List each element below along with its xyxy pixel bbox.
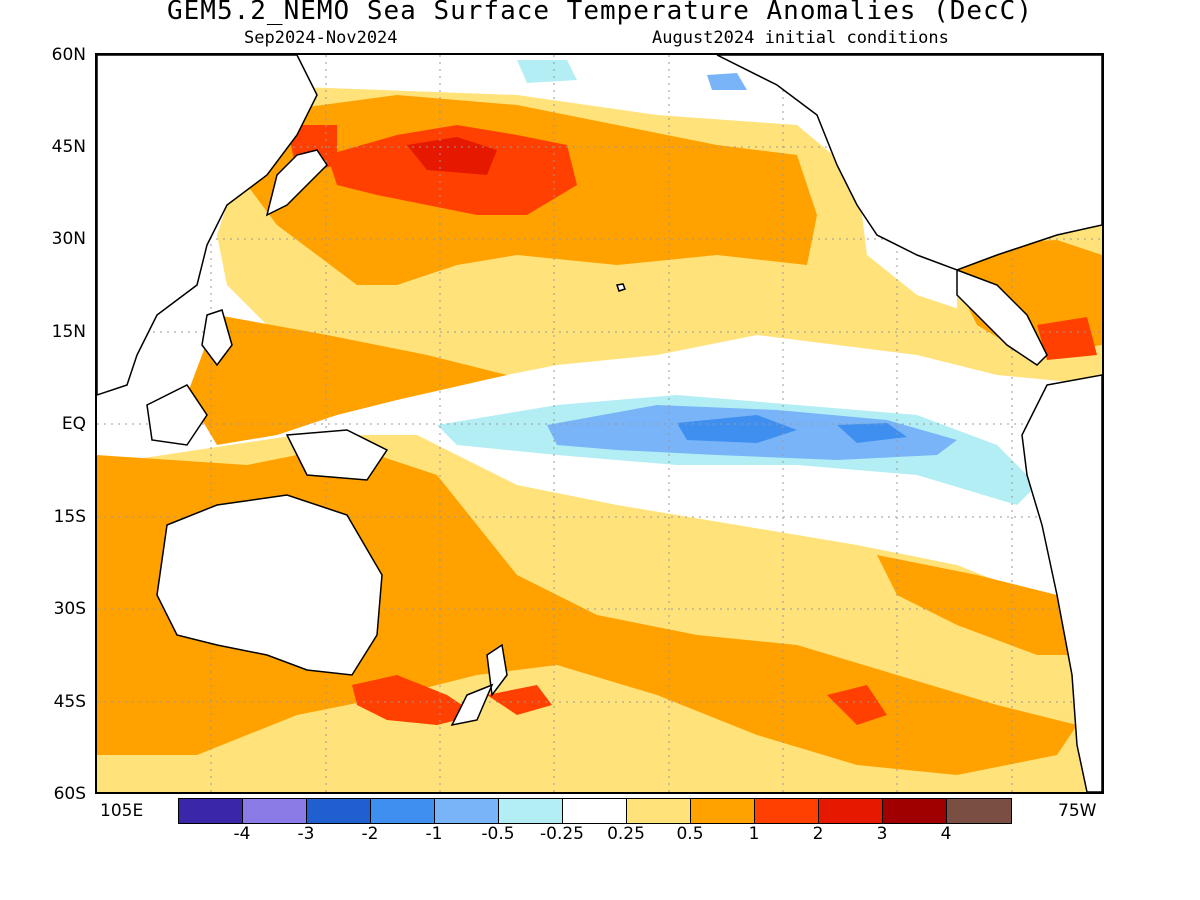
legend-swatch — [819, 799, 883, 823]
australia — [156, 494, 383, 676]
philippines — [201, 309, 233, 367]
red-nz-east — [487, 685, 552, 715]
legend-swatch — [179, 799, 243, 823]
lat-label-15n: 15N — [51, 322, 86, 342]
cool-northeast-patch — [707, 73, 747, 90]
legend-tick-label: -3 — [297, 824, 315, 844]
legend-tick-label: -1 — [425, 824, 443, 844]
lon-label-east: 75W — [1058, 801, 1097, 821]
orange-southeast — [877, 555, 1087, 655]
forecast-period: Sep2024-Nov2024 — [244, 28, 398, 48]
lat-label-15s: 15S — [53, 507, 86, 527]
borneo — [146, 384, 208, 446]
sst-anomaly-map — [95, 53, 1104, 794]
map-title: GEM5.2_NEMO Sea Surface Temperature Anom… — [167, 0, 1033, 26]
legend-swatch — [755, 799, 819, 823]
legend-tick-label: -0.25 — [540, 824, 584, 844]
legend-tick-label: -0.5 — [481, 824, 515, 844]
land-masses — [97, 55, 1102, 792]
japan — [265, 149, 328, 217]
legend-swatch — [627, 799, 691, 823]
color-legend — [178, 798, 1012, 824]
new-guinea — [285, 429, 389, 481]
legend-tick-label: 0.5 — [676, 824, 704, 844]
lat-label-30n: 30N — [51, 229, 86, 249]
darkred-north-pacific — [407, 137, 497, 175]
orange-west-pacific — [187, 315, 507, 445]
south-america — [1021, 374, 1102, 792]
legend-swatch — [243, 799, 307, 823]
legend-swatch — [435, 799, 499, 823]
asia-coast — [97, 55, 318, 396]
red-tasman — [352, 675, 477, 725]
new-zealand-north — [486, 643, 508, 697]
legend-swatch — [307, 799, 371, 823]
map-canvas — [97, 55, 1102, 792]
lat-label-45n: 45N — [51, 137, 86, 157]
legend-swatch — [883, 799, 947, 823]
north-america — [716, 55, 1102, 271]
lat-label-eq: EQ — [61, 414, 86, 434]
legend-swatch — [691, 799, 755, 823]
legend-tick-label: 0.25 — [607, 824, 645, 844]
hawaii — [616, 283, 626, 292]
legend-tick-label: 4 — [940, 824, 952, 844]
legend-swatch — [499, 799, 563, 823]
central-america — [956, 268, 1048, 366]
legend-tick-label: 2 — [812, 824, 824, 844]
anomaly-fields — [97, 55, 1102, 792]
legend-tick-label: 3 — [876, 824, 888, 844]
legend-tick-label: -2 — [361, 824, 379, 844]
red-caribbean — [1037, 317, 1097, 360]
legend-swatch — [563, 799, 627, 823]
legend-tick-label: -4 — [233, 824, 251, 844]
new-zealand-south — [450, 683, 494, 727]
cool-equatorial-core — [677, 415, 797, 443]
lon-label-west: 105E — [100, 801, 144, 821]
lat-label-45s: 45S — [53, 692, 86, 712]
cool-north-patch — [517, 60, 577, 83]
lat-label-60n: 60N — [51, 45, 86, 65]
legend-tick-label: 1 — [748, 824, 760, 844]
initial-conditions: August2024 initial conditions — [652, 28, 949, 48]
cool-equatorial-core-east — [837, 423, 907, 443]
legend-swatch — [371, 799, 435, 823]
legend-swatch — [947, 799, 1011, 823]
red-south-central — [827, 685, 887, 725]
lat-label-60s: 60S — [53, 784, 86, 804]
lat-label-30s: 30S — [53, 599, 86, 619]
